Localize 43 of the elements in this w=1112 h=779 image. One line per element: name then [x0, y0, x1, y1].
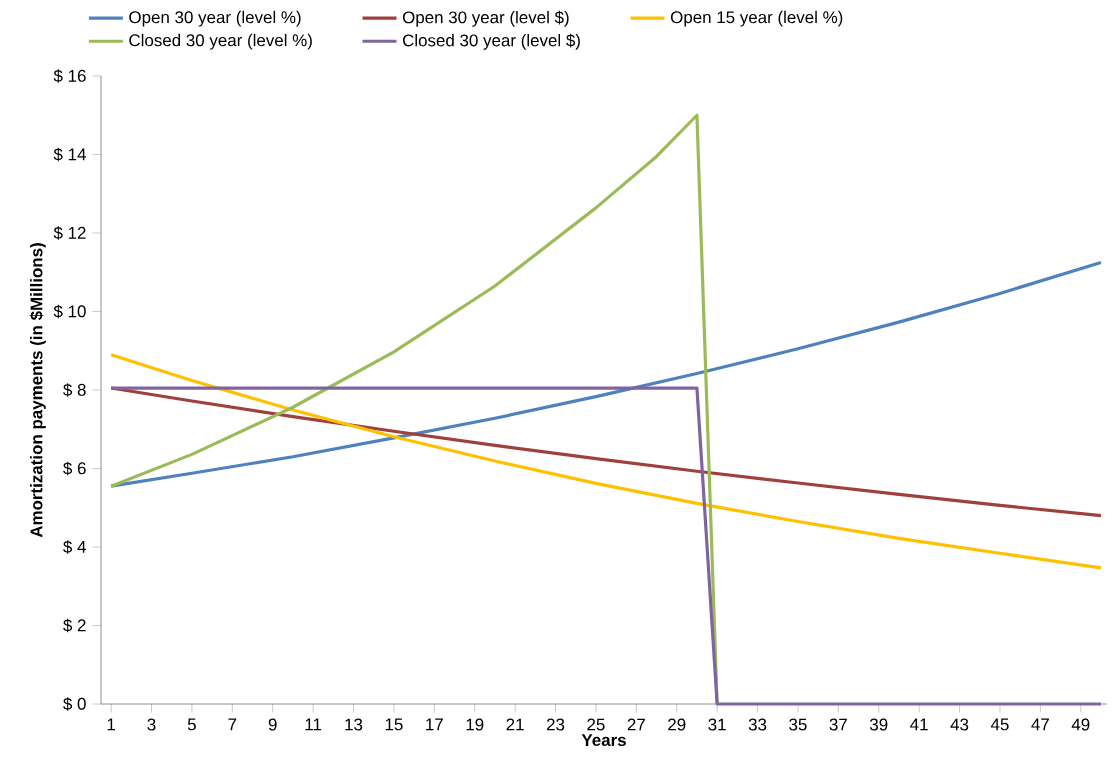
x-tick-label: 49	[1071, 718, 1090, 731]
x-tick-label: 11	[305, 718, 322, 731]
x-tick-label: 23	[546, 718, 565, 731]
x-tick-label: 43	[950, 718, 969, 731]
x-tick-label: 45	[990, 718, 1009, 731]
y-tick-label: $ 14	[53, 147, 86, 162]
x-tick-label: 17	[426, 718, 443, 731]
x-tick-label: 7	[228, 718, 237, 731]
x-tick-label: 13	[345, 718, 363, 731]
x-tick-label: 15	[385, 718, 403, 731]
x-tick-label: 9	[268, 718, 277, 731]
legend-label: Closed 30 year (level %)	[129, 33, 312, 50]
x-tick-label: 3	[147, 718, 156, 731]
legend-label: Open 30 year (level $)	[402, 10, 569, 27]
x-tick-label: 37	[829, 718, 847, 731]
line-series	[109, 353, 1103, 570]
y-tick-label: $ 0	[63, 697, 86, 711]
x-tick-label: 19	[466, 718, 484, 731]
x-tick-label: 21	[506, 718, 524, 731]
x-tick-label: 33	[748, 718, 767, 731]
y-tick-label: $ 4	[63, 540, 86, 554]
x-tick-label: 25	[587, 718, 605, 731]
x-tick-label: 27	[627, 718, 645, 731]
y-tick-label: $ 6	[63, 461, 86, 476]
y-tick-label: $ 2	[63, 618, 86, 633]
x-tick-label: 1	[107, 718, 115, 731]
x-tick-label: 47	[1031, 718, 1049, 731]
x-tick-label: 29	[668, 718, 686, 731]
x-tick-label: 39	[869, 718, 888, 731]
x-tick-label: 5	[187, 718, 196, 731]
x-axis-title: Years	[581, 734, 626, 747]
x-tick-label: 31	[708, 718, 726, 731]
y-tick-label: $ 12	[53, 226, 86, 240]
y-tick-label: $ 10	[53, 304, 86, 319]
y-tick-label: $ 8	[63, 383, 86, 397]
y-tick-label: $ 16	[53, 69, 86, 83]
x-tick-label: 35	[789, 718, 807, 731]
legend-label: Closed 30 year (level $)	[402, 33, 580, 50]
y-axis-title: Amortization payments (in $Millions)	[29, 243, 46, 538]
line-series	[109, 260, 1103, 488]
legend-label: Open 15 year (level %)	[670, 10, 843, 27]
x-tick-label: 41	[910, 718, 928, 731]
legend-label: Open 30 year (level %)	[129, 10, 301, 27]
